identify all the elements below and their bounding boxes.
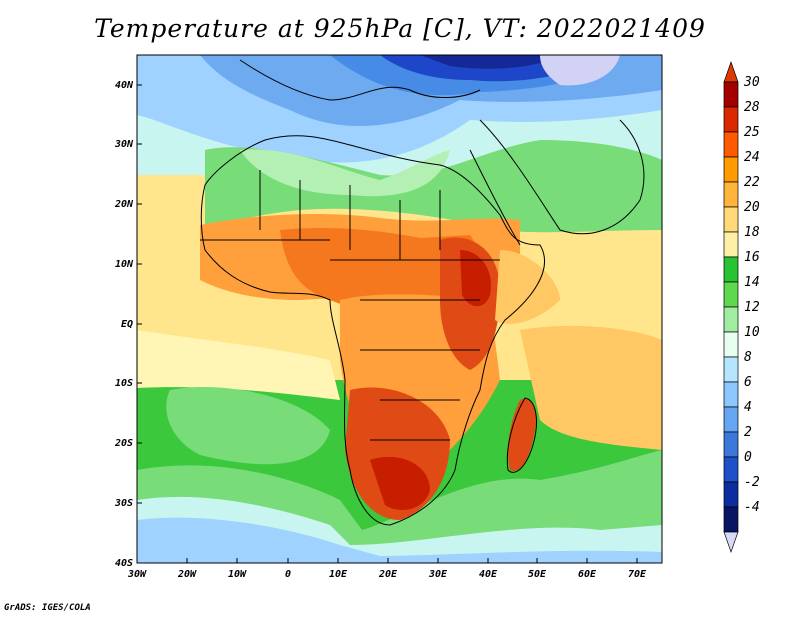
- east-africa-very-hot: [460, 250, 491, 307]
- southern-africa-very-hot: [370, 456, 430, 510]
- colorbar-label: 24: [744, 150, 760, 165]
- lat-tick-label: 10N: [115, 259, 134, 270]
- border-3: [360, 349, 480, 441]
- atlantic-green-patch: [166, 386, 330, 465]
- colorbar-label: 14: [744, 275, 760, 290]
- lon-tick-label: 20W: [177, 569, 197, 580]
- lon-tick-label: 40E: [479, 569, 498, 580]
- border-2: [200, 239, 500, 301]
- lon-tick-label: 10E: [329, 569, 348, 580]
- coastlines: [200, 59, 645, 526]
- colorbar-label: 22: [744, 175, 760, 190]
- lat-tick-label: 20N: [114, 199, 134, 210]
- lon-tick-label: 30W: [127, 569, 147, 580]
- lon-tick-label: 10W: [228, 569, 247, 580]
- colorbar-swatch: [723, 356, 739, 383]
- colorbar-label: 0: [744, 450, 752, 465]
- lon-tick-label: 30E: [428, 569, 448, 580]
- colorbar-swatch: [723, 406, 739, 433]
- lat-tick-label: 10S: [115, 378, 133, 389]
- lat-tick-label: 40N: [115, 80, 134, 91]
- map-title: Temperature at 925hPa [C], VT: 202202140…: [94, 14, 706, 43]
- sahara-pale-green: [240, 149, 450, 197]
- lat-tick-label: 30N: [114, 139, 134, 150]
- temperature-field: [137, 55, 662, 563]
- credit-text: GrADS: IGES/COLA: [4, 603, 91, 613]
- madagascar-hot: [508, 398, 537, 471]
- arabia-coast: [479, 119, 645, 235]
- south-ocean-blue: [137, 517, 662, 563]
- north-navy: [420, 55, 560, 69]
- colorbar-label: 30: [743, 75, 760, 90]
- colorbar-label: 4: [744, 400, 752, 415]
- colorbar-swatch: [723, 381, 739, 408]
- lon-tick-label: 70E: [628, 569, 647, 580]
- atlantic-warm: [137, 330, 340, 400]
- colorbar-swatch: [723, 81, 739, 108]
- colorbar-swatch: [723, 456, 739, 483]
- horn-orange: [495, 250, 560, 324]
- lon-tick-label: 20E: [378, 569, 398, 580]
- colorbar-swatch: [723, 106, 739, 133]
- red-sea-coast: [469, 149, 521, 246]
- colorbar-label: 12: [744, 300, 760, 315]
- colorbar-swatch: [723, 431, 739, 458]
- colorbar-label: 25: [744, 125, 760, 140]
- colorbar-label: -2: [744, 475, 760, 490]
- colorbar-label: 28: [744, 100, 760, 115]
- lon-axis: 30W 20W 10W 0 10E 20E 30E 40E 50E 60E 70…: [127, 558, 647, 580]
- lat-tick-label: 20S: [114, 438, 133, 449]
- lat-tick-label: EQ: [121, 319, 133, 330]
- colorbar-swatch: [723, 206, 739, 233]
- colorbar-label: 2: [744, 425, 752, 440]
- colorbar-over-triangle: [723, 60, 739, 83]
- europe-coast: [239, 59, 481, 101]
- colorbar-swatch: [723, 156, 739, 183]
- colorbar-swatch: [723, 281, 739, 308]
- north-lavender: [540, 55, 620, 86]
- lon-tick-label: 0: [285, 569, 291, 580]
- colorbar-swatch: [723, 506, 739, 533]
- lon-tick-label: 60E: [578, 569, 597, 580]
- colorbar-label: -4: [744, 500, 760, 515]
- colorbar-swatch: [723, 231, 739, 258]
- lat-tick-label: 40S: [115, 558, 133, 569]
- lat-tick-label: 30S: [114, 498, 133, 509]
- colorbar-label: 20: [744, 200, 760, 215]
- colorbar-label: 18: [744, 225, 760, 240]
- colorbar-swatch: [723, 131, 739, 158]
- colorbar-swatch: [723, 481, 739, 508]
- border-1: [259, 170, 441, 260]
- colorbar-swatch: [723, 306, 739, 333]
- colorbar-under-triangle: [723, 531, 739, 554]
- madagascar-coast: [506, 397, 537, 473]
- indian-ocean-warm: [520, 325, 662, 450]
- colorbar-swatch: [723, 181, 739, 208]
- colorbar-swatch: [723, 256, 739, 283]
- colorbar-label: 6: [744, 375, 752, 390]
- map-frame: [136, 54, 663, 564]
- africa-coastline: [200, 135, 545, 526]
- lon-tick-label: 50E: [528, 569, 547, 580]
- lat-axis: 40N 30N 20N 10N EQ 10S 20S 30S 40S: [114, 80, 142, 569]
- colorbar-label: 10: [744, 325, 760, 340]
- colorbar-label: 16: [744, 250, 760, 265]
- colorbar-swatch: [723, 331, 739, 358]
- colorbar-label: 8: [744, 350, 752, 365]
